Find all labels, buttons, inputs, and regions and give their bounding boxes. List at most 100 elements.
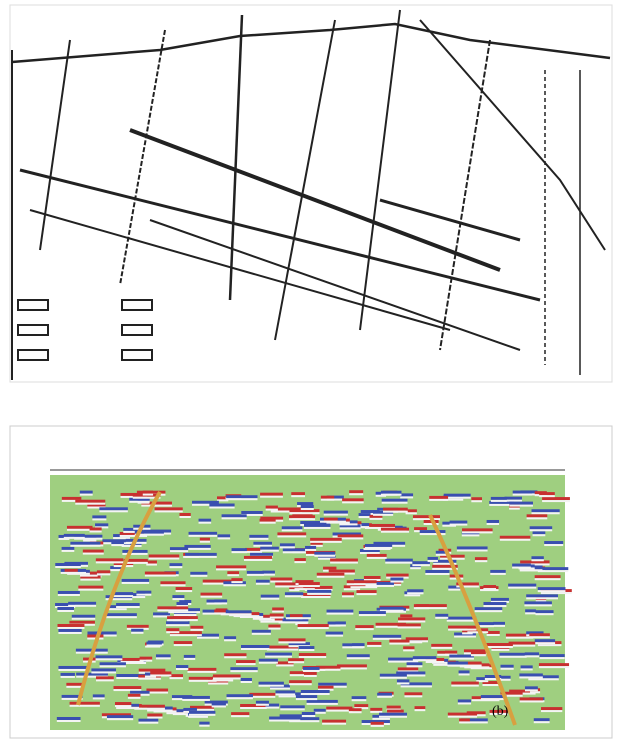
seismic-event: [500, 536, 531, 539]
seismic-event: [535, 642, 555, 644]
seismic-event: [342, 498, 364, 501]
seismic-event: [283, 551, 310, 553]
seismic-event: [214, 599, 227, 602]
seismic-event: [365, 544, 392, 547]
seismic-event: [147, 717, 162, 719]
seismic-event: [139, 669, 166, 672]
seismic-event: [100, 662, 126, 665]
seismic-event: [189, 535, 218, 537]
legend-swatch: [122, 350, 152, 360]
seismic-event: [236, 660, 256, 663]
seismic-event: [58, 594, 80, 596]
seismic-event: [490, 570, 505, 573]
seismic-event: [145, 575, 176, 577]
seismic-event: [499, 653, 526, 656]
seismic-event: [429, 496, 448, 499]
seismic-event: [295, 588, 315, 590]
seismic-event: [62, 550, 75, 552]
seismic-event: [530, 526, 553, 529]
seismic-event: [256, 580, 270, 583]
seismic-event: [321, 496, 334, 499]
seismic-event: [280, 546, 295, 548]
seismic-event: [231, 712, 249, 715]
seismic-event: [146, 689, 168, 692]
seismic-event: [280, 708, 304, 710]
seismic-event: [87, 634, 103, 637]
seismic-event: [172, 595, 184, 598]
seismic-event: [420, 530, 446, 533]
seismic-event: [367, 557, 387, 559]
seismic-event: [174, 644, 192, 646]
seismic-event: [222, 514, 247, 517]
seismic-event: [302, 715, 315, 717]
seismic-event: [329, 570, 355, 573]
seismic-event: [448, 713, 477, 716]
seismic-event: [216, 568, 246, 570]
seismic-event: [249, 535, 268, 538]
seismic-event: [241, 648, 269, 650]
seismic-event: [201, 593, 223, 596]
legend-swatch: [122, 300, 152, 310]
seismic-event: [449, 658, 474, 660]
seismic-event: [260, 550, 279, 552]
seismic-event: [256, 583, 270, 585]
seismic-event: [538, 644, 562, 646]
seismic-event: [407, 662, 423, 665]
seismic-event: [451, 685, 479, 687]
seismic-event: [381, 531, 409, 533]
seismic-event: [379, 713, 407, 716]
seismic-event: [301, 690, 330, 693]
seismic-event: [491, 598, 509, 601]
seismic-event: [462, 534, 480, 536]
seismic-event: [199, 725, 209, 727]
seismic-event: [335, 621, 345, 624]
seismic-event: [234, 615, 260, 617]
seismic-event: [107, 608, 126, 610]
seismic-event: [464, 666, 489, 668]
seismic-event: [224, 636, 236, 639]
seismic-event: [72, 615, 95, 618]
seismic-event: [380, 677, 407, 679]
seismic-event: [379, 716, 407, 718]
seismic-event: [449, 655, 474, 658]
seismic-event: [122, 582, 149, 584]
seismic-event: [179, 513, 190, 516]
seismic-event: [93, 697, 105, 699]
seismic-event: [290, 614, 303, 617]
seismic-event: [310, 541, 342, 543]
seismic-event: [491, 500, 507, 502]
seismic-event: [385, 559, 413, 562]
seismic-event: [519, 673, 542, 676]
seismic-event: [227, 574, 239, 576]
seismic-event: [448, 665, 468, 667]
seismic-event: [146, 645, 161, 647]
seismic-event: [184, 548, 210, 550]
seismic-event: [199, 722, 209, 725]
seismic-event: [535, 575, 561, 578]
seismic-event: [166, 628, 179, 631]
seismic-event: [448, 662, 468, 665]
seismic-event: [169, 566, 182, 568]
seismic-event: [296, 698, 317, 700]
seismic-event: [533, 534, 546, 536]
seismic-event: [83, 553, 104, 555]
seismic-event: [454, 636, 476, 638]
seismic-event: [212, 702, 226, 705]
seismic-event: [55, 563, 81, 566]
seismic-event: [97, 570, 110, 573]
seismic-event: [297, 502, 313, 505]
seismic-event: [322, 720, 346, 723]
seismic-event: [342, 501, 364, 503]
seismic-event: [381, 494, 402, 496]
seismic-event: [201, 596, 223, 598]
seismic-event: [365, 547, 392, 549]
seismic-event: [275, 690, 295, 693]
seismic-event: [349, 708, 362, 711]
seismic-event: [530, 529, 553, 531]
seismic-event: [213, 677, 241, 679]
page: (b) (() => { const data = JSON.parse(doc…: [0, 0, 622, 744]
seismic-event: [188, 716, 208, 718]
seismic-event: [138, 678, 161, 680]
seismic-event: [321, 499, 334, 501]
seismic-event: [416, 604, 447, 607]
